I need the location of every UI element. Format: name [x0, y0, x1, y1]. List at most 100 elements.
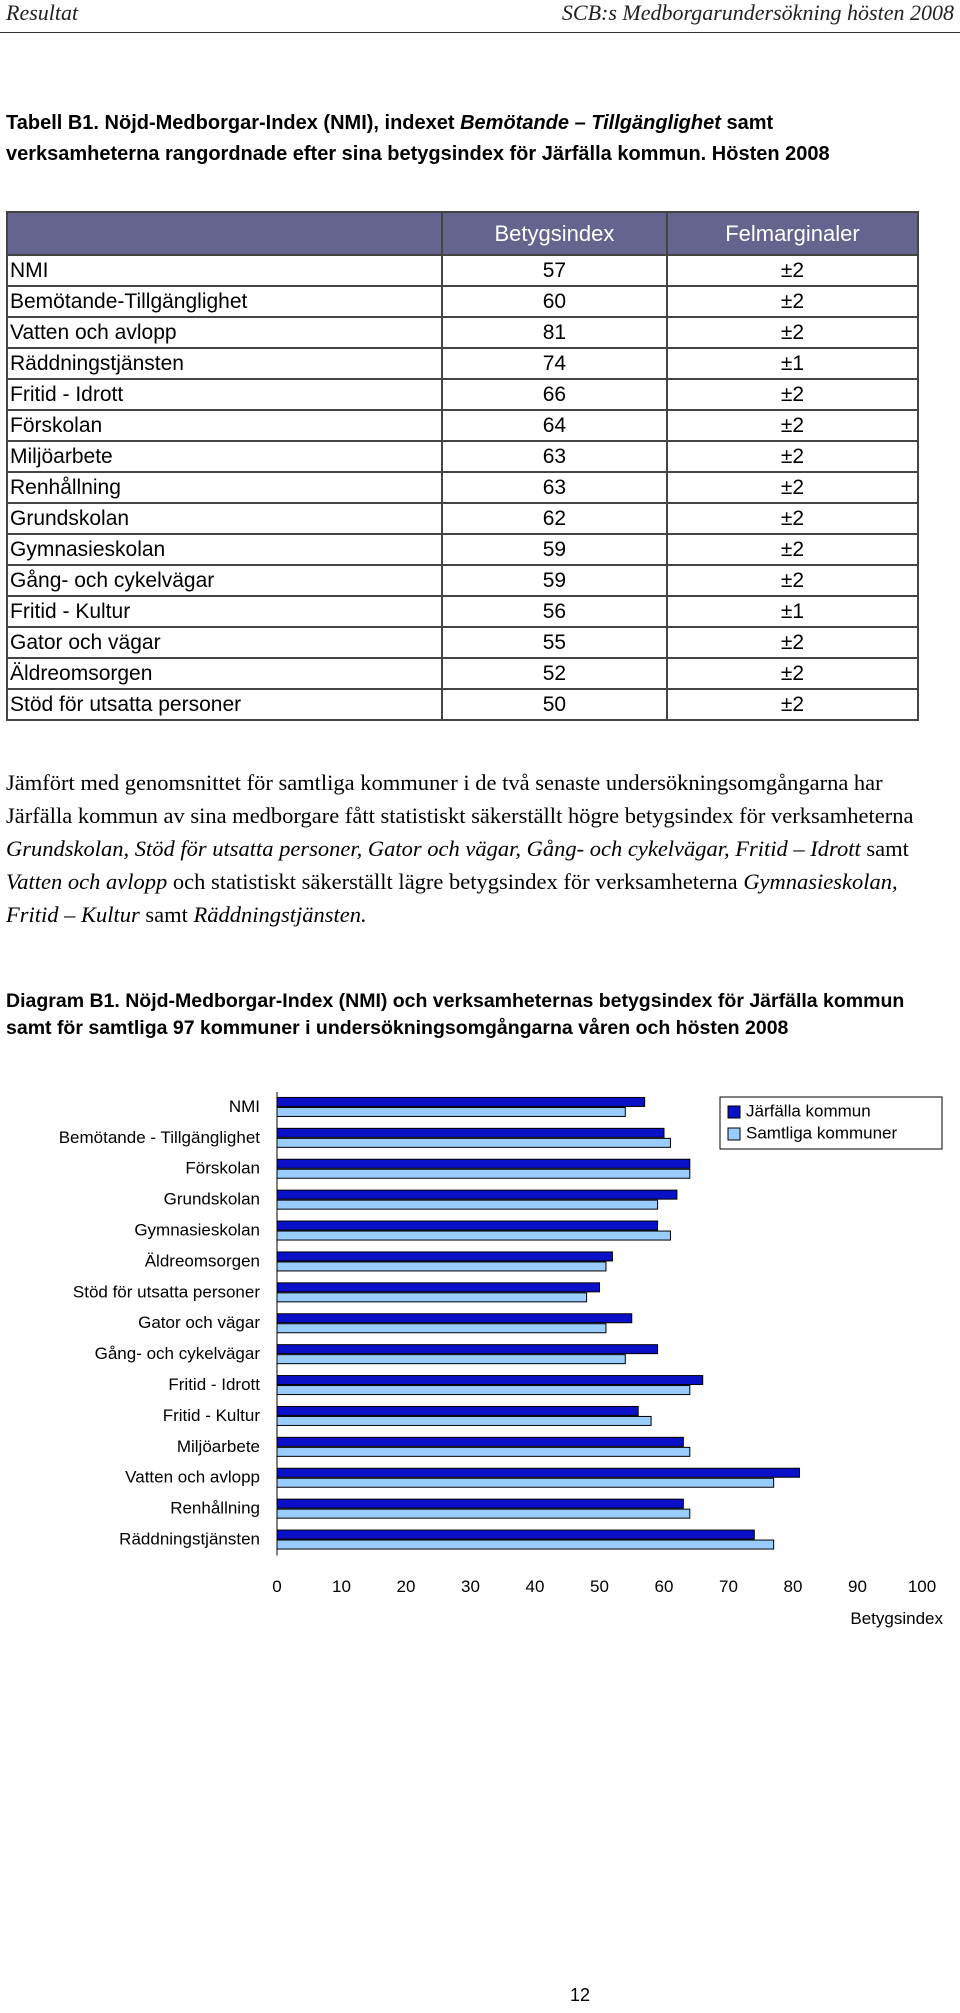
table-cell: 59	[440, 564, 668, 597]
bar	[276, 1415, 652, 1426]
table-row: Grundskolan 62 ±2	[6, 502, 920, 535]
x-axis-label: Betygsindex	[850, 1609, 943, 1628]
table-row: Fritid - Kultur 56 ±1	[6, 595, 920, 628]
table-cell: 52	[440, 657, 668, 690]
text-segment: Gymnasieskolan, Fritid – Kultur	[6, 869, 898, 927]
bar	[276, 1539, 775, 1550]
bar	[276, 1467, 800, 1478]
table-row: Vatten och avlopp 81 ±2	[6, 316, 920, 349]
bar	[276, 1477, 775, 1488]
table-cell: 63	[440, 440, 668, 473]
bar	[276, 1323, 607, 1334]
x-tick-label: 20	[397, 1577, 416, 1596]
bar	[276, 1189, 678, 1200]
table-cell: Bemötande-Tillgänglighet	[6, 285, 443, 318]
bar	[276, 1251, 613, 1262]
legend-swatch	[727, 1127, 741, 1141]
header-right: SCB:s Medborgarundersökning hösten 2008	[561, 0, 954, 25]
table-cell: Gymnasieskolan	[6, 533, 443, 566]
table-cell: ±2	[665, 471, 920, 504]
text-segment: Räddningstjänsten.	[193, 902, 367, 927]
bar	[276, 1230, 671, 1241]
text-segment: Grundskolan, Stöd för utsatta personer, …	[6, 836, 861, 861]
table-row: Räddningstjänsten 74 ±1	[6, 347, 920, 380]
bar	[276, 1106, 626, 1117]
y-tick-label: Förskolan	[185, 1159, 260, 1178]
table-row: NMI 57 ±2	[6, 254, 920, 287]
x-tick-label: 60	[655, 1577, 674, 1596]
bar	[276, 1261, 607, 1272]
table-cell: ±2	[665, 378, 920, 411]
table-cell: Gator och vägar	[6, 626, 443, 659]
table-cell: Renhållning	[6, 471, 443, 504]
legend-label: Samtliga kommuner	[746, 1123, 898, 1142]
table-cell: ±2	[665, 688, 920, 721]
header-cell: Felmarginaler	[665, 211, 920, 256]
table-cell: Gång- och cykelvägar	[6, 564, 443, 597]
table-cell: 62	[440, 502, 668, 535]
legend-label: Järfälla kommun	[746, 1101, 871, 1120]
table-cell: Räddningstjänsten	[6, 347, 443, 380]
y-tick-label: Gator och vägar	[138, 1313, 260, 1332]
x-tick-label: 30	[461, 1577, 480, 1596]
table-cell: Fritid - Idrott	[6, 378, 443, 411]
page-number: 12	[570, 1985, 591, 2005]
table-cell: NMI	[6, 254, 443, 287]
table-row: Miljöarbete 63 ±2	[6, 440, 920, 473]
header-rule	[0, 32, 960, 33]
bar	[276, 1127, 665, 1138]
table-cell: ±2	[665, 533, 920, 566]
table-cell: 63	[440, 471, 668, 504]
table-cell: 59	[440, 533, 668, 566]
bar	[276, 1220, 659, 1231]
x-tick-label: 50	[590, 1577, 609, 1596]
text-segment: och statistiskt säkerställt lägre betygs…	[167, 869, 744, 894]
legend-swatch	[727, 1105, 741, 1119]
table-cell: ±2	[665, 440, 920, 473]
y-tick-label: Renhållning	[170, 1499, 260, 1518]
y-tick-label: Fritid - Kultur	[163, 1406, 261, 1425]
x-tick-label: 100	[908, 1577, 936, 1596]
chart: 0 10 20 30 40 50 60 70 80 90 100 Betygsindex NMI Bemö…	[59, 1092, 943, 1628]
table-row: Förskolan 64 ±2	[6, 409, 920, 442]
bar	[276, 1405, 639, 1416]
table-row: Gator och vägar 55 ±2	[6, 626, 920, 659]
bar	[276, 1385, 691, 1396]
table-cell: ±2	[665, 316, 920, 349]
y-tick-label: Gymnasieskolan	[134, 1221, 260, 1240]
table-row: Gymnasieskolan 59 ±2	[6, 533, 920, 566]
table-title: Tabell B1. Nöjd-Medborgar-Index (NMI), i…	[6, 108, 926, 170]
bar	[276, 1096, 646, 1107]
table-cell: ±1	[665, 595, 920, 628]
table-cell: 66	[440, 378, 668, 411]
legend-box	[719, 1096, 943, 1150]
bar	[276, 1199, 659, 1210]
table-cell: ±2	[665, 564, 920, 597]
text-segment: Vatten och avlopp	[6, 869, 168, 894]
bar	[276, 1498, 684, 1509]
header-cell	[6, 211, 443, 256]
y-tick-label: NMI	[229, 1097, 260, 1116]
bar	[276, 1436, 684, 1447]
bar	[276, 1282, 600, 1293]
table-cell: Miljöarbete	[6, 440, 443, 473]
x-tick-label: 90	[848, 1577, 867, 1596]
bar	[276, 1344, 659, 1355]
table-cell: Grundskolan	[6, 502, 443, 535]
x-tick-label: 40	[526, 1577, 545, 1596]
table-cell: ±2	[665, 254, 920, 287]
y-tick-label: Vatten och avlopp	[125, 1468, 260, 1487]
bar	[276, 1354, 626, 1365]
y-tick-label: Räddningstjänsten	[119, 1530, 260, 1549]
header-left: Resultat	[6, 0, 79, 25]
bar	[276, 1508, 691, 1519]
table-cell: ±2	[665, 657, 920, 690]
bar	[276, 1313, 633, 1324]
y-tick-label: Gång- och cykelvägar	[95, 1344, 261, 1363]
header-cell: Betygsindex	[440, 211, 668, 256]
y-tick-label: Äldreomsorgen	[145, 1251, 260, 1270]
table-cell: Äldreomsorgen	[6, 657, 443, 690]
table-cell: ±2	[665, 285, 920, 318]
table-cell: 81	[440, 316, 668, 349]
